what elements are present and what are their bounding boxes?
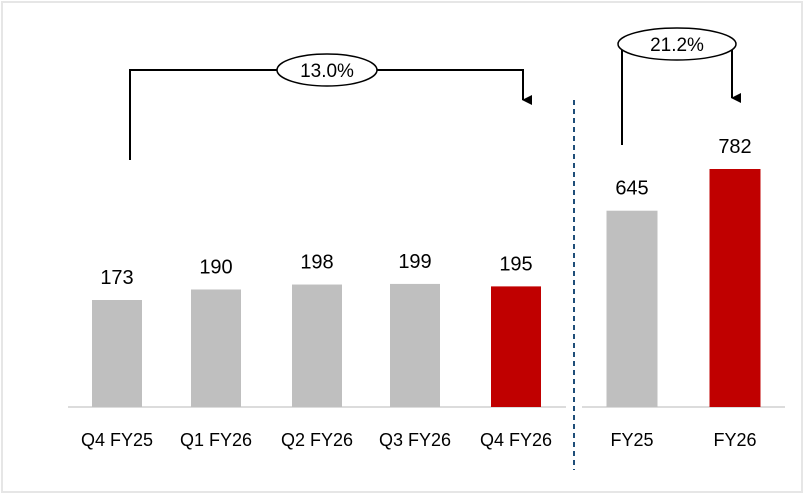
quarterly-value-labels: 173 190 198 199 195 [100, 251, 532, 289]
quarterly-category-labels: Q4 FY25 Q1 FY26 Q2 FY26 Q3 FY26 Q4 FY26 [81, 430, 552, 450]
annual-bar [709, 169, 761, 407]
annual-value-label: 782 [718, 136, 751, 158]
quarterly-category-label: Q3 FY26 [379, 430, 451, 450]
quarterly-growth-bubble [276, 53, 378, 87]
annual-bar [606, 210, 658, 407]
quarterly-bar [390, 283, 440, 407]
quarterly-value-label: 190 [199, 256, 232, 278]
quarterly-category-label: Q1 FY26 [180, 430, 252, 450]
quarterly-category-label: Q4 FY25 [81, 430, 153, 450]
annual-bars [606, 169, 761, 407]
quarterly-category-label: Q2 FY26 [281, 430, 353, 450]
quarterly-bar [292, 284, 342, 407]
quarterly-bar [92, 300, 142, 407]
annual-category-label: FY26 [713, 430, 756, 450]
quarterly-bar [191, 289, 241, 407]
quarterly-value-label: 199 [398, 251, 431, 273]
quarterly-bars [92, 283, 541, 407]
quarterly-value-label: 198 [300, 252, 333, 274]
annual-growth-label: 21.2% [650, 35, 704, 56]
quarterly-growth-label: 13.0% [300, 61, 354, 82]
annual-category-labels: FY25 FY26 [610, 430, 756, 450]
annual-category-label: FY25 [610, 430, 653, 450]
quarterly-value-label: 195 [499, 253, 532, 275]
annual-value-labels: 645 782 [615, 136, 751, 200]
annual-value-label: 645 [615, 178, 648, 200]
quarterly-category-label: Q4 FY26 [480, 430, 552, 450]
annual-growth-bubble [617, 27, 737, 61]
quarterly-bar [491, 286, 541, 407]
quarterly-value-label: 173 [100, 267, 133, 289]
